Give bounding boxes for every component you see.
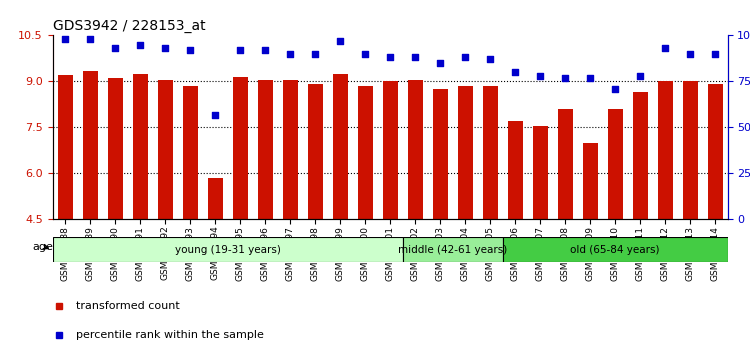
Bar bbox=[332, 74, 347, 219]
Point bbox=[259, 47, 271, 53]
Point bbox=[134, 42, 146, 47]
Bar bbox=[232, 77, 248, 219]
Bar bbox=[458, 86, 472, 219]
Text: GDS3942 / 228153_at: GDS3942 / 228153_at bbox=[53, 19, 205, 33]
Bar bbox=[382, 81, 398, 219]
Bar bbox=[658, 81, 673, 219]
Text: percentile rank within the sample: percentile rank within the sample bbox=[76, 330, 264, 340]
Bar bbox=[707, 85, 722, 219]
Point bbox=[409, 55, 421, 60]
Point bbox=[684, 51, 696, 57]
Bar bbox=[358, 86, 373, 219]
Point bbox=[284, 51, 296, 57]
Bar bbox=[182, 86, 197, 219]
Point bbox=[459, 55, 471, 60]
Point bbox=[159, 45, 171, 51]
Text: transformed count: transformed count bbox=[76, 301, 180, 311]
Bar bbox=[608, 109, 622, 219]
Point bbox=[184, 47, 196, 53]
Bar bbox=[308, 85, 322, 219]
Bar bbox=[208, 178, 223, 219]
FancyBboxPatch shape bbox=[403, 237, 502, 262]
Point bbox=[59, 36, 71, 42]
Point bbox=[309, 51, 321, 57]
Bar bbox=[283, 80, 298, 219]
Bar bbox=[632, 92, 647, 219]
Text: old (65-84 years): old (65-84 years) bbox=[570, 245, 660, 255]
Bar bbox=[107, 78, 122, 219]
Bar bbox=[532, 126, 548, 219]
Bar bbox=[482, 86, 497, 219]
Point bbox=[509, 69, 521, 75]
Bar bbox=[557, 109, 572, 219]
FancyBboxPatch shape bbox=[53, 237, 403, 262]
Bar bbox=[133, 74, 148, 219]
Bar bbox=[158, 80, 172, 219]
Bar bbox=[583, 143, 598, 219]
FancyBboxPatch shape bbox=[503, 237, 728, 262]
Bar bbox=[682, 81, 698, 219]
Point bbox=[634, 73, 646, 79]
Bar bbox=[257, 80, 272, 219]
Point bbox=[84, 36, 96, 42]
Text: young (19-31 years): young (19-31 years) bbox=[175, 245, 280, 255]
Point bbox=[234, 47, 246, 53]
Point bbox=[384, 55, 396, 60]
Point bbox=[434, 60, 446, 66]
Bar bbox=[433, 89, 448, 219]
Point bbox=[484, 57, 496, 62]
Point bbox=[534, 73, 546, 79]
Point bbox=[709, 51, 721, 57]
Point bbox=[209, 112, 221, 118]
Bar bbox=[508, 121, 523, 219]
Point bbox=[109, 45, 121, 51]
Text: middle (42-61 years): middle (42-61 years) bbox=[398, 245, 507, 255]
Point bbox=[359, 51, 371, 57]
Bar bbox=[82, 71, 98, 219]
Point bbox=[584, 75, 596, 81]
Bar bbox=[58, 75, 73, 219]
Bar bbox=[407, 80, 422, 219]
Point bbox=[559, 75, 571, 81]
Text: age: age bbox=[32, 241, 53, 252]
Point bbox=[609, 86, 621, 92]
Point bbox=[334, 38, 346, 44]
Point bbox=[659, 45, 671, 51]
